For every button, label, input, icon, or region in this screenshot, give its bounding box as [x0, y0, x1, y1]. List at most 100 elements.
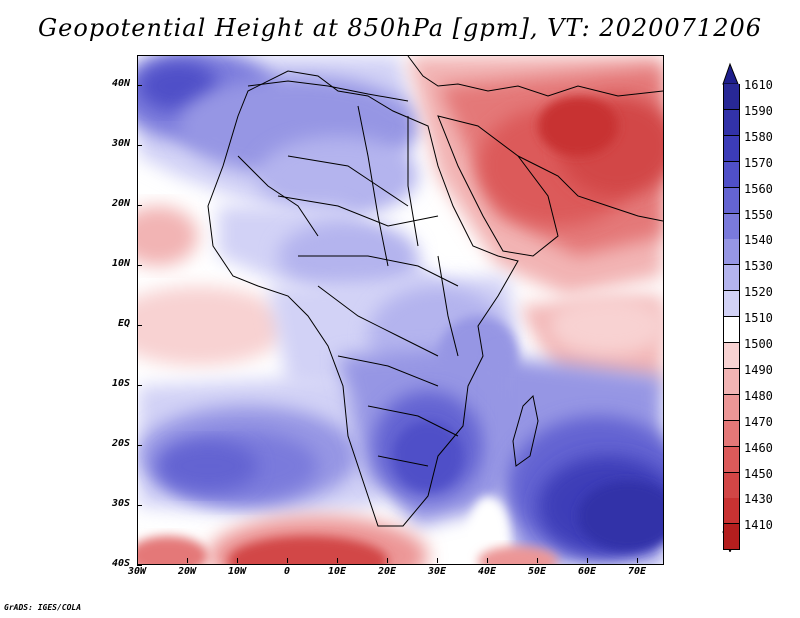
legend-item: 1430 [720, 492, 790, 525]
coastline-path [367, 405, 459, 437]
coastline-path [247, 80, 409, 102]
legend-item: 1490 [720, 363, 790, 395]
x-tick-mark [487, 558, 488, 563]
legend-label: 1550 [744, 207, 773, 222]
coastline-path [207, 70, 519, 527]
y-tick-mark [137, 145, 142, 146]
field-region [393, 421, 463, 491]
legend-item: 1570 [720, 156, 790, 188]
field-region [578, 481, 663, 551]
y-tick-label: 20N [111, 198, 130, 209]
y-tick-label: EQ [117, 318, 130, 329]
legend-swatch [723, 265, 740, 292]
coastlines [207, 56, 663, 527]
y-tick-mark [137, 445, 142, 446]
legend-label: 1410 [744, 518, 773, 533]
legend-swatch [723, 446, 740, 473]
legend-item: 1610 [720, 78, 790, 110]
x-tick-label: 20E [377, 566, 397, 577]
legend-swatch [723, 161, 740, 188]
coastline-path [237, 155, 319, 237]
legend-item: 1540 [720, 233, 790, 266]
legend-label: 1540 [744, 233, 773, 248]
x-tick-mark [137, 558, 138, 563]
x-tick-mark [187, 558, 188, 563]
legend-item: 1460 [720, 441, 790, 473]
field-region [158, 441, 258, 491]
coastline-path [357, 105, 389, 267]
legend-swatch [723, 135, 740, 162]
y-tick-mark [137, 85, 142, 86]
legend-item: 1550 [720, 208, 790, 240]
x-tick-mark [587, 558, 588, 563]
legend-swatch [723, 84, 740, 110]
x-tick-mark [637, 558, 638, 563]
y-tick-mark [137, 205, 142, 206]
legend-item: 1450 [720, 467, 790, 499]
coastline-path [407, 56, 663, 97]
field-region [138, 206, 198, 266]
field-region [258, 136, 418, 216]
legend-item: 1480 [720, 389, 790, 421]
legend-label: 1570 [744, 155, 773, 170]
legend-item: 1530 [720, 259, 790, 292]
legend-label: 1510 [744, 311, 773, 326]
x-tick-label: 10W [227, 566, 247, 577]
legend-label: 1470 [744, 414, 773, 429]
field-region [228, 536, 388, 564]
legend-label: 1490 [744, 362, 773, 377]
legend-top-arrow [722, 62, 739, 85]
field-region [468, 496, 508, 564]
legend-item: 1470 [720, 415, 790, 447]
legend-item: 1520 [720, 285, 790, 318]
color-legend: 1610 1590 1580 1570 1560 1550 1540 1530 1520 1510… [720, 62, 790, 552]
legend-swatch [723, 498, 740, 525]
y-tick-label: 10N [111, 258, 130, 269]
legend-item: 1560 [720, 182, 790, 214]
y-tick-mark [137, 265, 142, 266]
legend-swatch [723, 368, 740, 395]
legend-swatch [723, 472, 740, 499]
coastline-path [512, 394, 539, 467]
y-tick-mark [137, 565, 142, 566]
x-tick-mark [237, 558, 238, 563]
coastline-path [407, 116, 419, 247]
x-tick-mark [287, 558, 288, 563]
coastline-path [317, 285, 439, 357]
legend-swatch [723, 291, 740, 318]
x-tick-mark [437, 558, 438, 563]
legend-item: 1500 [720, 337, 790, 369]
grads-credit: GrADS: IGES/COLA [4, 603, 82, 612]
legend-label: 1430 [744, 492, 773, 507]
legend-label: 1590 [744, 103, 773, 118]
y-tick-mark [137, 385, 142, 386]
geopotential-field [138, 56, 663, 564]
field-contours [138, 56, 663, 564]
y-tick-label: 20S [111, 438, 130, 449]
y-tick-label: 30N [111, 138, 130, 149]
legend-label: 1520 [744, 285, 773, 300]
x-tick-label: 30W [127, 566, 147, 577]
x-tick-label: 10E [327, 566, 347, 577]
coastline-path [337, 355, 439, 387]
legend-swatch [723, 317, 740, 344]
y-tick-label: 10S [111, 378, 130, 389]
x-tick-mark [537, 558, 538, 563]
x-tick-label: 60E [577, 566, 597, 577]
y-tick-label: 30S [111, 498, 130, 509]
coastline-path [287, 155, 409, 207]
legend-label: 1450 [744, 466, 773, 481]
field-region [138, 536, 208, 564]
x-tick-label: 70E [627, 566, 647, 577]
coastline-path [437, 255, 459, 357]
x-tick-label: 30E [427, 566, 447, 577]
legend-swatch [723, 239, 740, 266]
legend-swatch [723, 109, 740, 136]
y-tick-label: 40N [111, 78, 130, 89]
x-tick-mark [387, 558, 388, 563]
legend-label: 1530 [744, 259, 773, 274]
legend-swatch [723, 187, 740, 214]
legend-item: 1510 [720, 311, 790, 344]
coastline-path [377, 455, 429, 467]
legend-swatch [723, 524, 740, 551]
